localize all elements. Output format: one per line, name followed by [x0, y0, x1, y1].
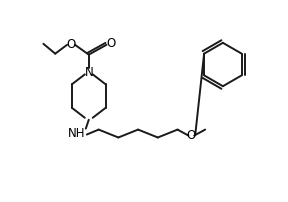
Text: NH: NH [68, 127, 86, 140]
Text: N: N [84, 66, 93, 79]
Text: O: O [107, 37, 116, 50]
Text: O: O [67, 38, 76, 51]
Text: O: O [187, 129, 196, 142]
